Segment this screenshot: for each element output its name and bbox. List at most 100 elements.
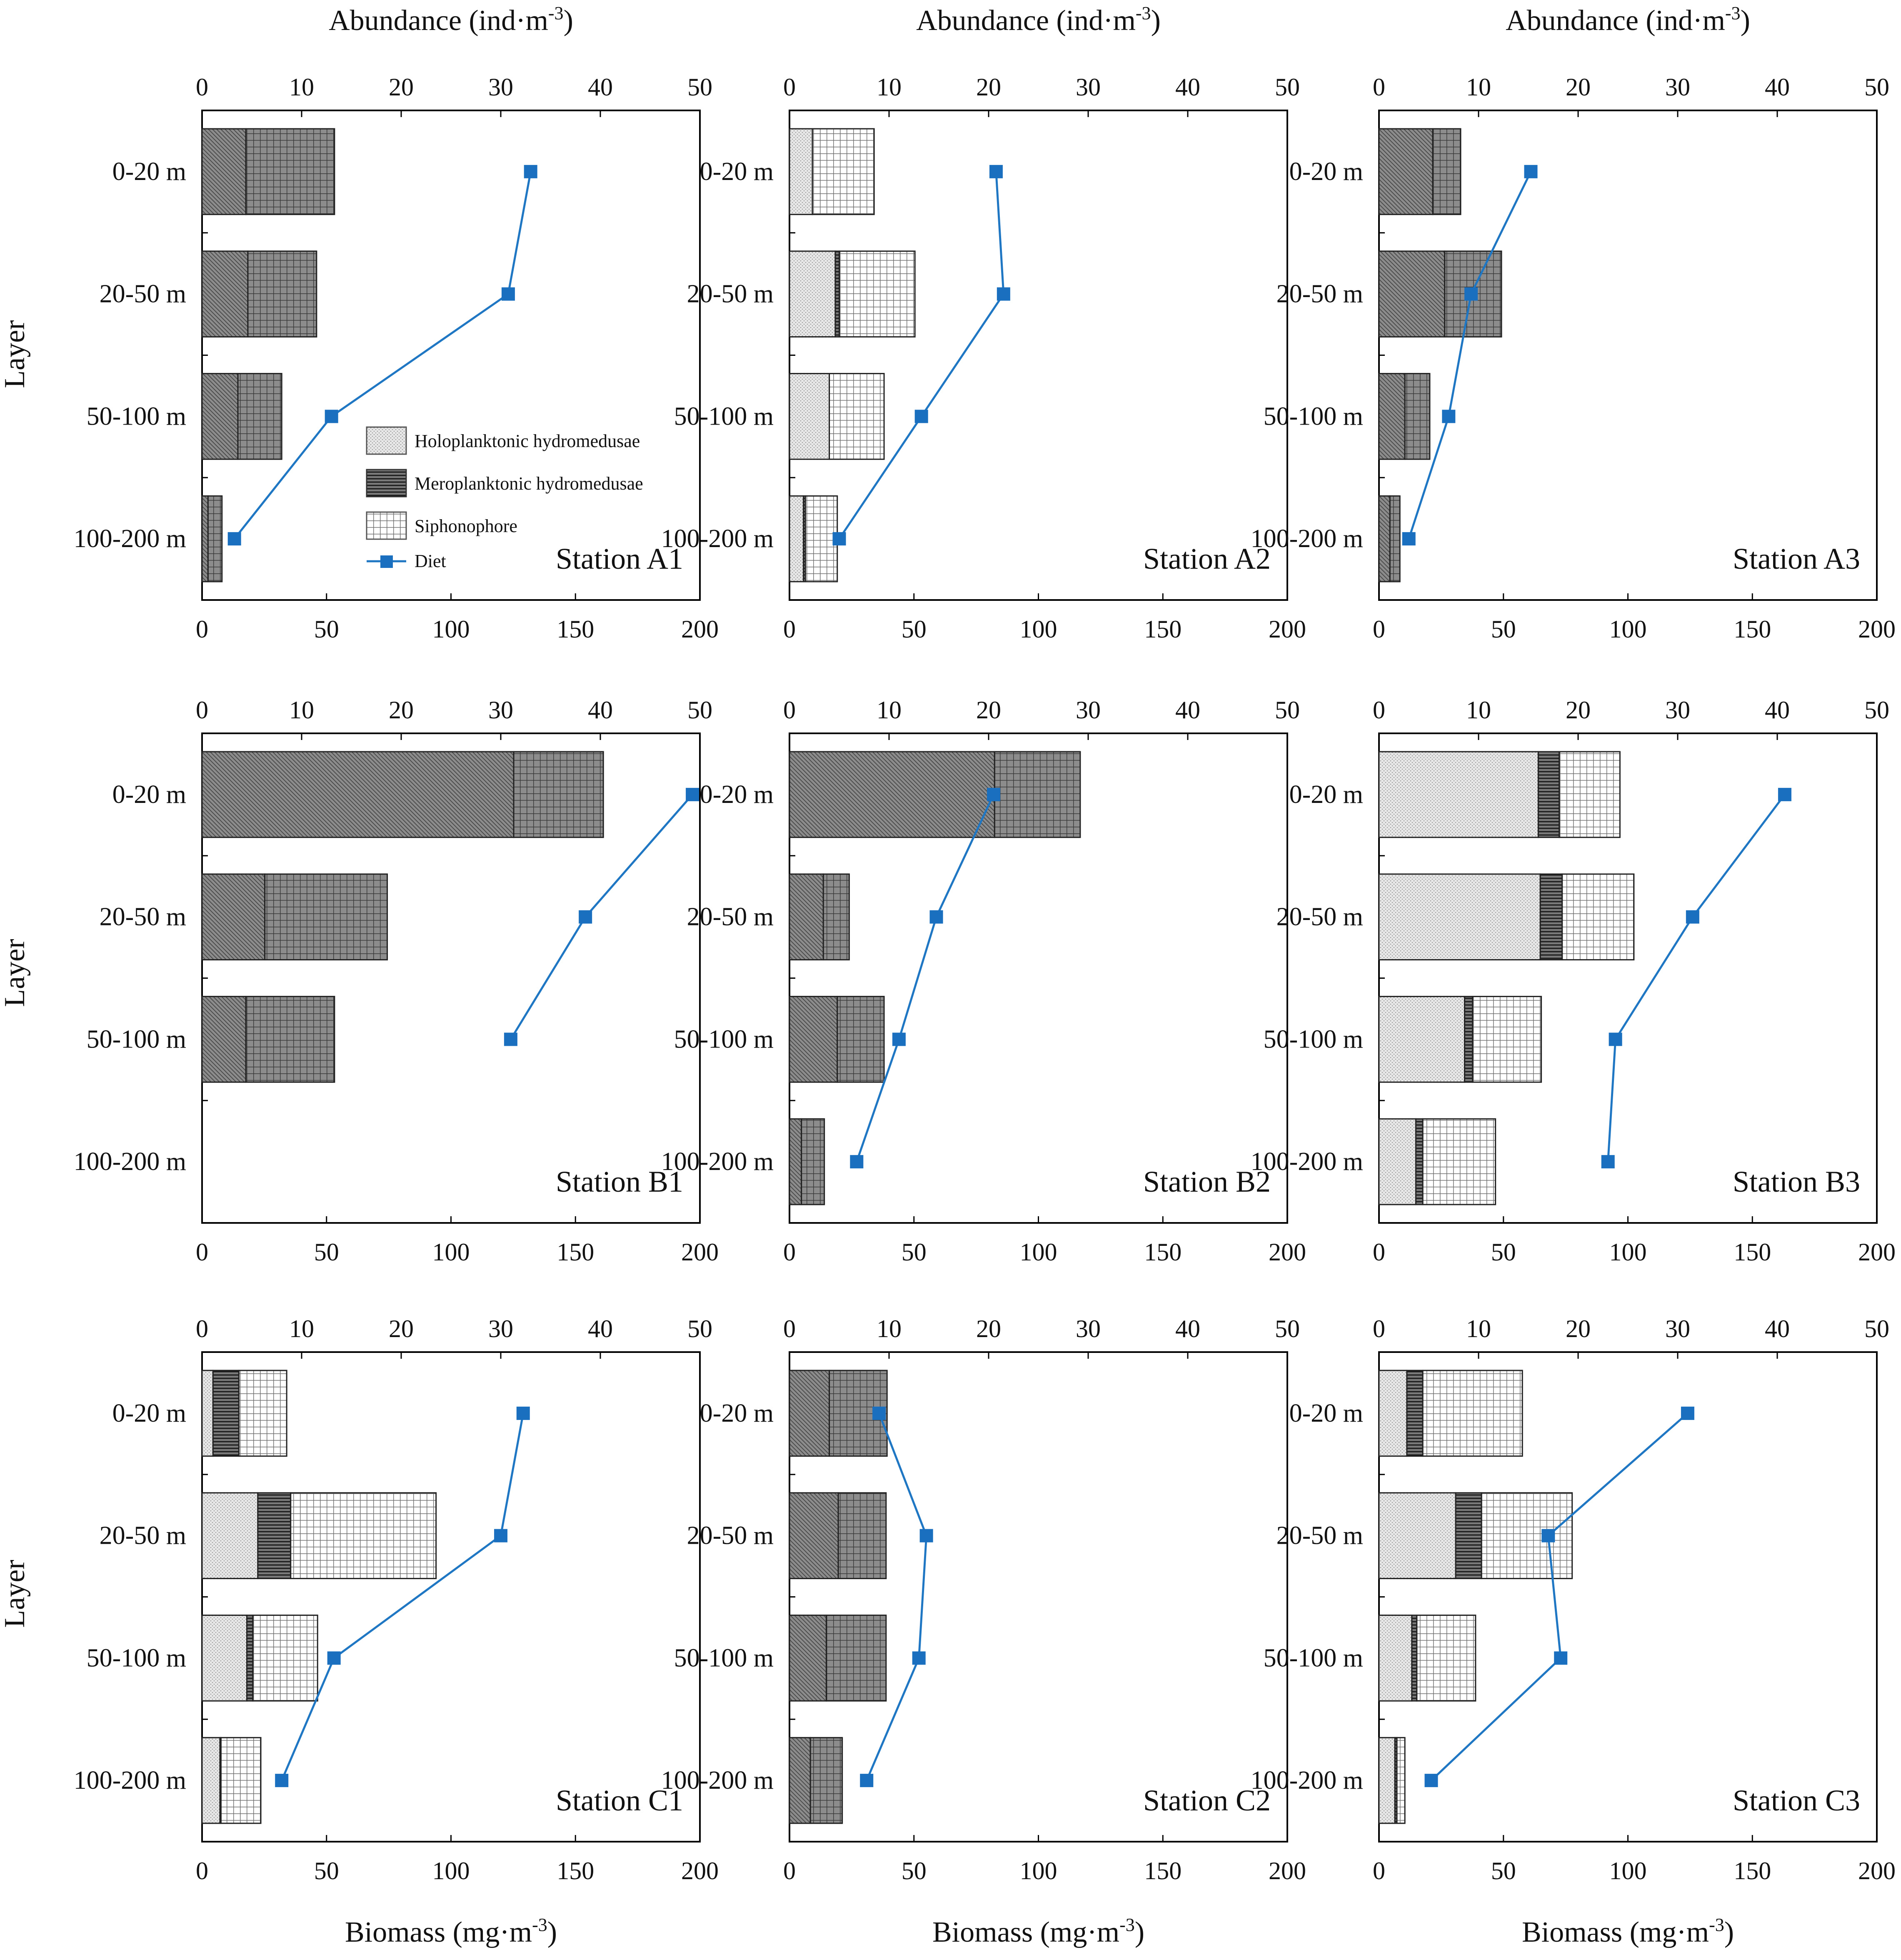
biomass-tick-label: 150 (557, 1238, 594, 1266)
bar-meroplanktonic (1537, 751, 1560, 838)
layer-label: 100-200 m (661, 1766, 774, 1795)
bar-siphonophore (801, 1118, 825, 1205)
diet-line (280, 1413, 525, 1781)
bar-siphonophore (513, 751, 604, 838)
bar-siphonophore (290, 1492, 437, 1579)
panel-station-a2: 0 10 20 30 40 50 0 50 100 150 200 0-20 m 20-50 m 50-1… (661, 3, 1306, 643)
panel-station-a3: 0 10 20 30 40 50 0 50 100 150 200 0-20 m 20-50 m 50-1… (1251, 3, 1896, 643)
abundance-tick-label: 20 (976, 73, 1001, 101)
bar-meroplanktonic (257, 1492, 292, 1579)
bar-meroplanktonic (1539, 873, 1563, 960)
diet-point (872, 1406, 886, 1420)
diet-line (855, 794, 995, 1162)
biomass-tick-label: 50 (1491, 615, 1516, 643)
biomass-tick-label: 0 (783, 1857, 796, 1885)
biomass-tick-label: 200 (681, 1238, 719, 1266)
bar-siphonophore (1559, 751, 1621, 838)
bar-meroplanktonic (789, 1492, 839, 1579)
abundance-tick-label: 30 (488, 1315, 513, 1342)
bar-siphonophore (1416, 1615, 1476, 1702)
abundance-tick-label: 20 (1566, 73, 1591, 101)
layer-label: 20-50 m (687, 280, 774, 308)
layer-label: 50-100 m (87, 402, 186, 430)
abundance-tick-label: 10 (877, 1315, 902, 1342)
legend-siph-swatch (366, 511, 407, 540)
biomass-tick-label: 0 (783, 1238, 796, 1266)
abundance-tick-label: 50 (1275, 696, 1300, 724)
biomass-tick-label: 100 (1020, 1238, 1057, 1266)
biomass-tick-label: 0 (196, 1238, 208, 1266)
bar-meroplanktonic (201, 873, 266, 960)
abundance-tick-label: 50 (1275, 73, 1300, 101)
bar-holoplanktonic (201, 1615, 248, 1702)
abundance-tick-label: 30 (1076, 1315, 1101, 1342)
biomass-tick-label: 0 (196, 615, 208, 643)
bar-meroplanktonic (789, 996, 838, 1083)
bar-meroplanktonic (1378, 373, 1406, 460)
diet-point (686, 788, 699, 801)
biomass-tick-label: 150 (1734, 615, 1771, 643)
diet-point (1464, 287, 1478, 301)
biomass-tick-label: 100 (432, 1857, 470, 1885)
bar-siphonophore (804, 495, 838, 582)
abundance-tick-label: 10 (289, 1315, 314, 1342)
bar-siphonophore (1472, 996, 1542, 1083)
abundance-tick-label: 0 (783, 73, 796, 101)
abundance-tick-label: 0 (196, 73, 208, 101)
bar-meroplanktonic (789, 751, 995, 838)
bar-siphonophore (245, 996, 335, 1083)
diet-point (1541, 1529, 1555, 1542)
bar-holoplanktonic (201, 1737, 221, 1824)
bar-meroplanktonic (201, 250, 249, 338)
bar-meroplanktonic (1378, 128, 1434, 215)
layer-axis-title-row-1: Layer (0, 320, 31, 388)
bar-meroplanktonic (1406, 1370, 1424, 1457)
layer-label: 0-20 m (1289, 1399, 1363, 1428)
biomass-tick-label: 150 (1144, 1857, 1182, 1885)
bar-siphonophore (1396, 1737, 1406, 1824)
diet-point (832, 532, 846, 546)
abundance-tick-label: 20 (389, 73, 414, 101)
station-label: Station C2 (1143, 1784, 1271, 1817)
layer-label: 50-100 m (674, 402, 774, 430)
layer-label: 0-20 m (700, 158, 774, 186)
bar-meroplanktonic (1464, 996, 1474, 1083)
bar-meroplanktonic (1378, 495, 1391, 582)
diet-point (327, 1651, 341, 1665)
biomass-tick-label: 0 (1373, 1238, 1385, 1266)
layer-label: 0-20 m (112, 158, 186, 186)
diet-point (860, 1774, 874, 1788)
abundance-tick-label: 50 (1275, 1315, 1300, 1342)
abundance-tick-label: 20 (1566, 1315, 1591, 1342)
bar-siphonophore (1561, 873, 1635, 960)
diet-point (912, 1651, 926, 1665)
biomass-axis-title: Biomass (mg·m-3) (345, 1915, 557, 1948)
biomass-tick-label: 150 (557, 1857, 594, 1885)
abundance-tick-label: 0 (196, 696, 208, 724)
panel-station-b2: 0 10 20 30 40 50 0 50 100 150 200 0-20 m 20-50 m 50-1… (661, 696, 1306, 1266)
abundance-tick-label: 40 (1765, 73, 1790, 101)
diet-point (1424, 1774, 1438, 1788)
abundance-tick-label: 30 (1076, 73, 1101, 101)
bar-meroplanktonic (1378, 250, 1446, 338)
bar-siphonophore (1404, 373, 1431, 460)
biomass-tick-label: 50 (314, 1857, 339, 1885)
bar-siphonophore (825, 1615, 887, 1702)
biomass-tick-label: 100 (1020, 615, 1057, 643)
abundance-tick-label: 0 (1373, 1315, 1385, 1342)
biomass-tick-label: 100 (1609, 1857, 1647, 1885)
legend-mero-label: Meroplanktonic hydromedusae (415, 473, 643, 494)
bar-siphonophore (822, 873, 850, 960)
abundance-tick-label: 50 (687, 1315, 712, 1342)
abundance-tick-label: 10 (289, 696, 314, 724)
bar-meroplanktonic (201, 373, 239, 460)
station-label: Station A3 (1733, 542, 1860, 575)
abundance-tick-label: 40 (1175, 1315, 1200, 1342)
bar-siphonophore (809, 1737, 843, 1824)
station-label: Station B2 (1143, 1165, 1271, 1198)
diet-point (892, 1032, 906, 1046)
layer-label: 20-50 m (687, 1522, 774, 1550)
diet-point (504, 1032, 517, 1046)
diet-point (997, 287, 1010, 301)
biomass-tick-label: 0 (1373, 1857, 1385, 1885)
